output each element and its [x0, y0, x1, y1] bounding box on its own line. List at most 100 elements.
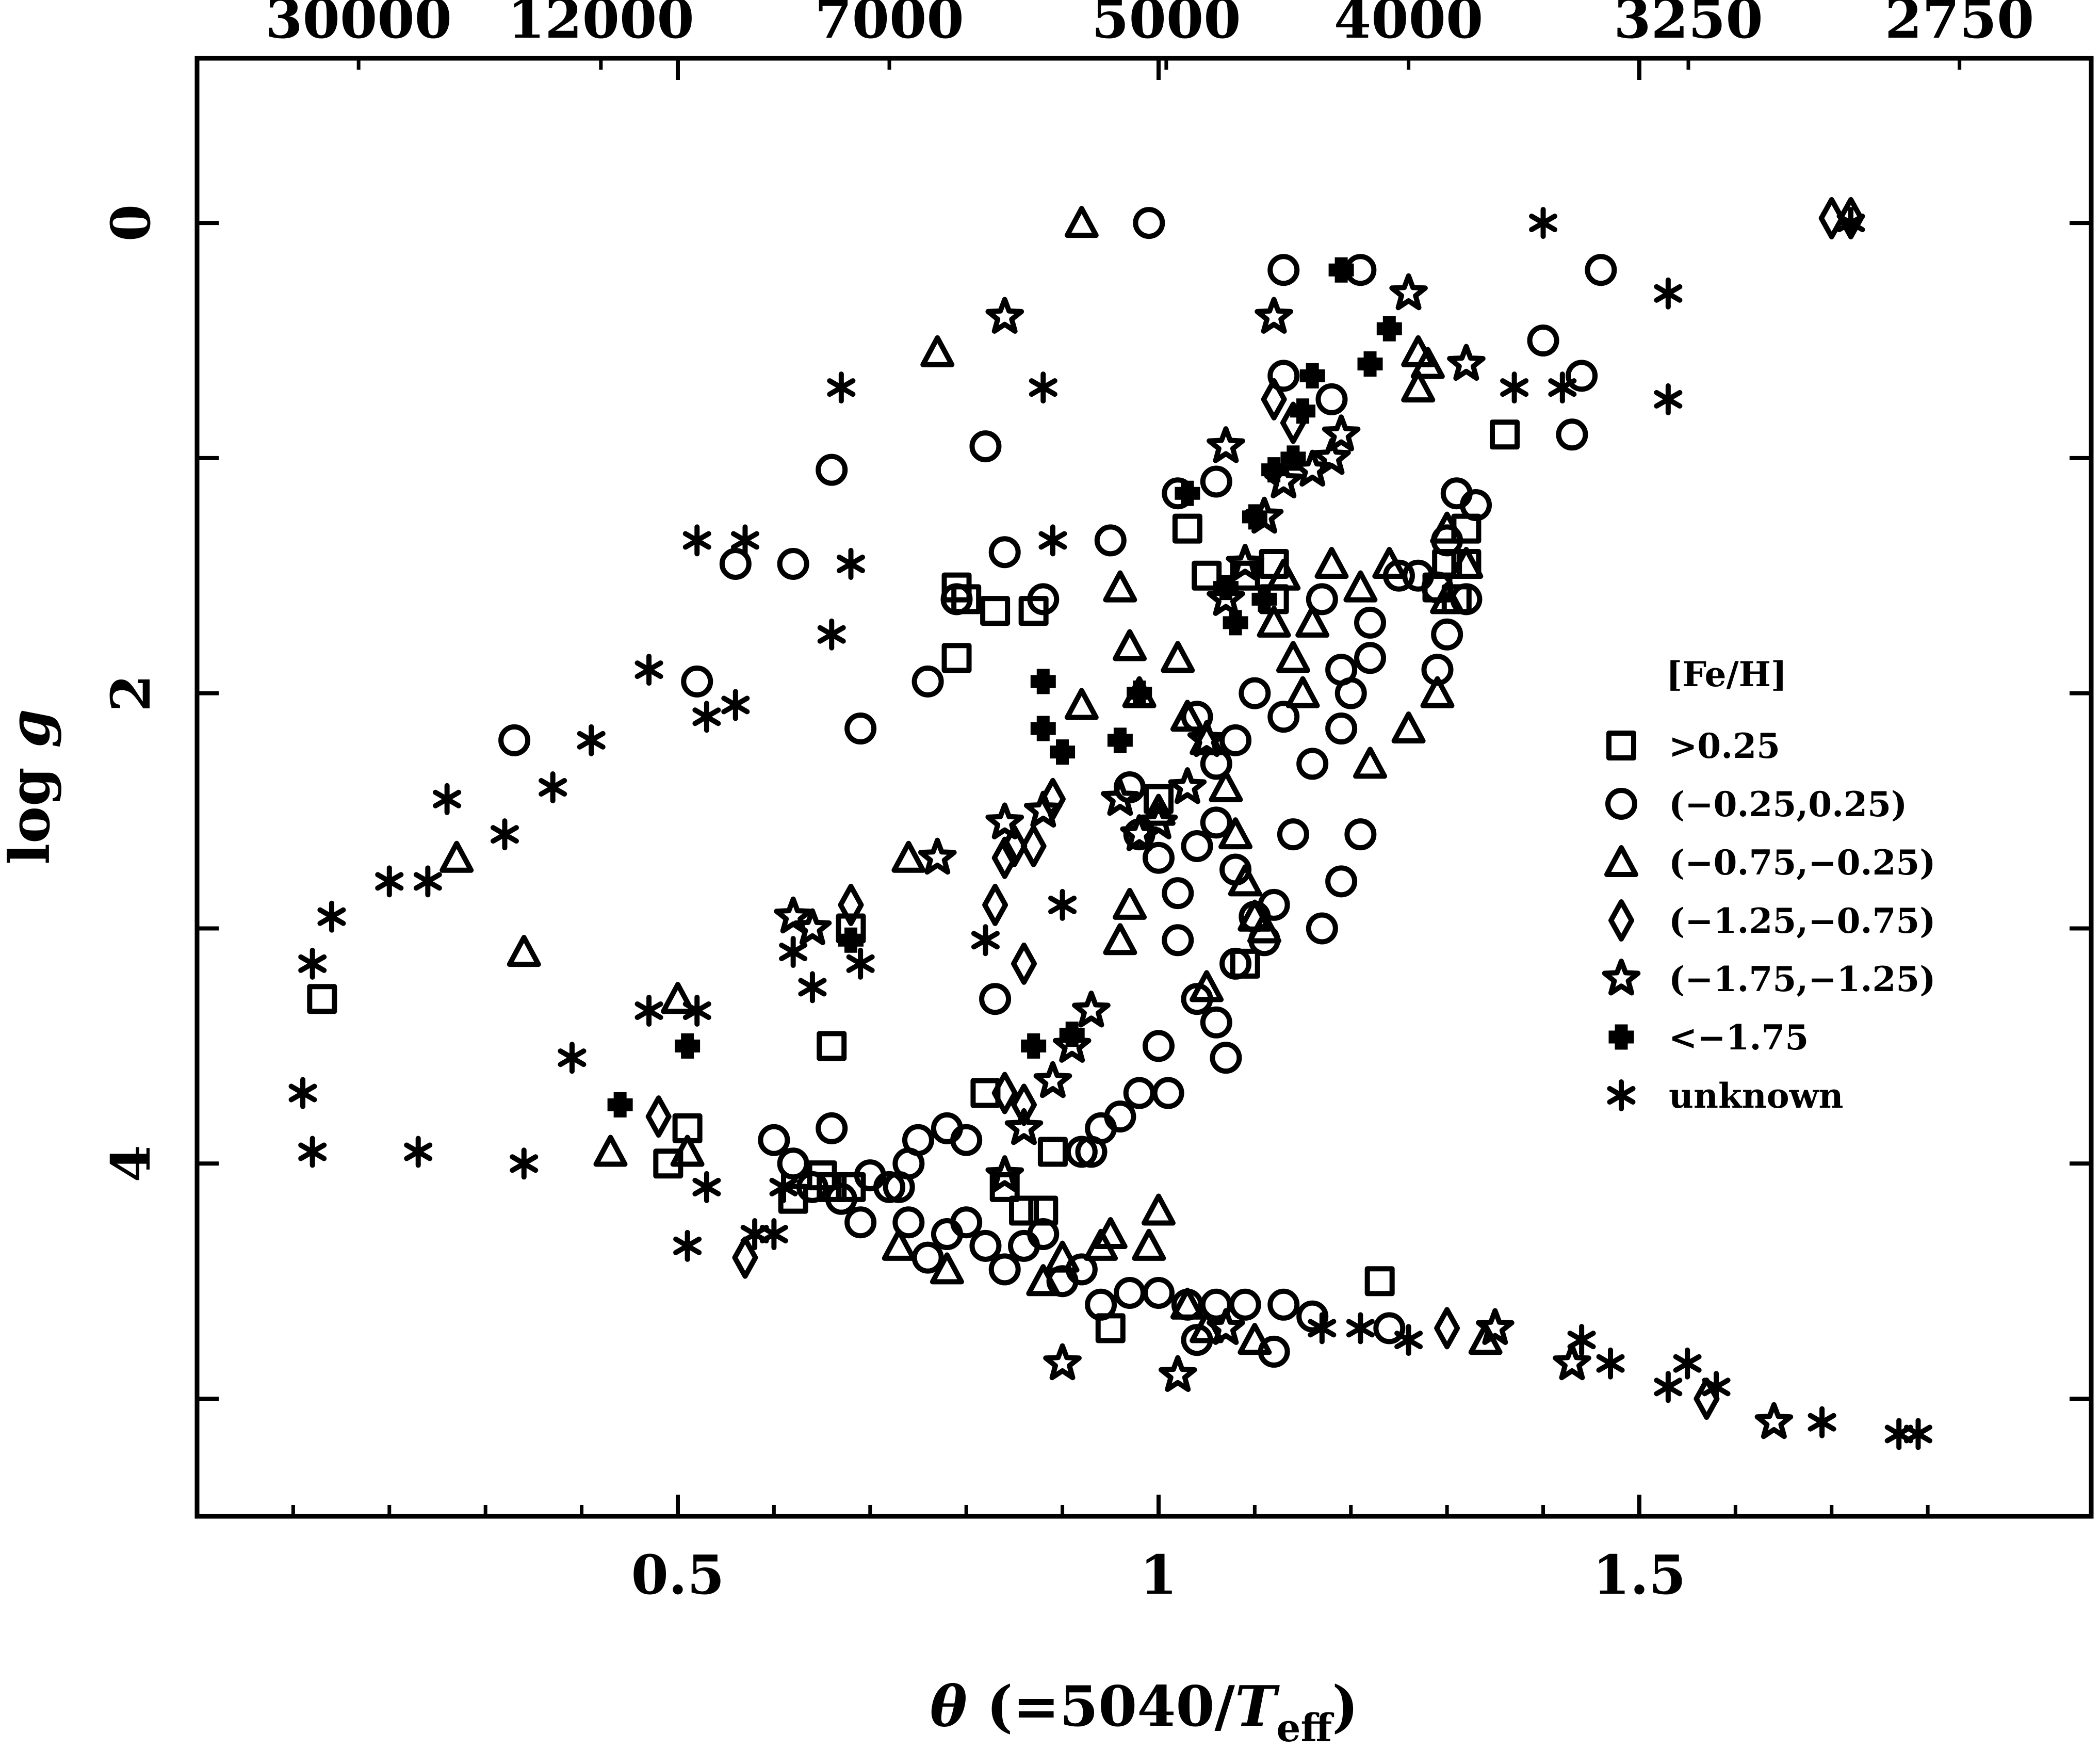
x-axis-label-close: ) [1332, 1674, 1358, 1739]
data-point-cross [1050, 739, 1076, 765]
data-point-square [1489, 419, 1520, 450]
data-point-star [1207, 1308, 1245, 1345]
data-point-circle [1123, 1077, 1155, 1109]
data-point-star [1101, 779, 1139, 816]
data-point-star [1043, 1343, 1082, 1381]
data-point-star [1476, 1308, 1515, 1345]
data-point-cross [1030, 716, 1056, 741]
data-point-star [1072, 991, 1111, 1028]
data-point-triangle [1401, 370, 1436, 403]
data-point-star [985, 802, 1024, 839]
top-axis-tick-label: 12000 [508, 0, 694, 51]
data-point-cross [675, 1033, 701, 1059]
data-point-asterisk [798, 971, 827, 1003]
data-point-diamond [1020, 824, 1047, 867]
data-point-triangle [1410, 347, 1445, 379]
legend-entry-label: (−0.75,−0.25) [1669, 843, 1936, 883]
data-point-asterisk [298, 1136, 327, 1168]
legend-symbol-asterisk [1607, 1079, 1636, 1111]
data-point-asterisk [1038, 524, 1067, 557]
data-point-triangle [1026, 1264, 1061, 1297]
legend-symbol-square [1606, 731, 1636, 760]
legend-symbol-cross [1608, 1024, 1634, 1050]
data-point-triangle [1449, 546, 1484, 579]
data-point-asterisk [759, 1218, 788, 1251]
data-point-asterisk [1903, 1418, 1933, 1450]
data-point-asterisk [1808, 1406, 1836, 1438]
legend-entry-label: (−1.75,−1.25) [1669, 959, 1936, 999]
data-point-square [989, 1172, 1020, 1202]
legend-symbol-star [1602, 959, 1641, 996]
top-axis-tick-label: 5000 [1092, 0, 1241, 51]
data-point-triangle [882, 1228, 916, 1261]
data-point-square [970, 1078, 1001, 1108]
data-point-circle [816, 1112, 848, 1144]
data-point-circle [883, 1171, 915, 1203]
data-point-circle [844, 1206, 877, 1239]
data-point-asterisk [413, 865, 442, 898]
data-point-triangle [1420, 676, 1455, 708]
data-point-asterisk [673, 1229, 702, 1262]
data-point-asterisk [1673, 1347, 1702, 1380]
data-point-circle [1460, 489, 1492, 522]
data-point-circle [1114, 1276, 1146, 1309]
data-point-star [1389, 273, 1428, 311]
data-point-circle [1267, 360, 1300, 392]
data-point-circle [988, 536, 1021, 569]
data-point-circle [1585, 254, 1617, 286]
data-point-star [1447, 344, 1486, 381]
data-point-circle [777, 1147, 809, 1180]
y-axis-label-g: g [0, 709, 62, 748]
data-point-asterisk [1548, 371, 1577, 404]
data-point-triangle [1190, 970, 1224, 1002]
data-point-asterisk [846, 947, 875, 980]
data-point-circle [911, 665, 944, 698]
data-point-asterisk [1529, 207, 1558, 239]
data-point-triangle [1430, 582, 1464, 614]
data-point-square [980, 596, 1011, 626]
data-point-triangle [1141, 1193, 1176, 1226]
top-axis-tick-label: 7000 [815, 0, 964, 51]
data-point-circle [1162, 924, 1194, 957]
data-point-star [1168, 767, 1207, 804]
data-point-circle [1267, 1288, 1300, 1321]
data-point-star [1322, 414, 1361, 451]
data-point-asterisk [510, 1147, 539, 1180]
data-point-triangle [1064, 688, 1099, 720]
data-point-triangle [1045, 1240, 1080, 1273]
data-point-asterisk [827, 371, 856, 404]
x-tick-label: 1.5 [1592, 1543, 1686, 1607]
data-point-triangle [1353, 747, 1388, 779]
y-axis-label: log g [0, 709, 62, 865]
data-point-asterisk [1029, 371, 1057, 404]
data-point-triangle [1113, 887, 1147, 920]
x-tick-label: 1 [1140, 1543, 1177, 1607]
data-point-diamond [982, 883, 1008, 926]
data-point-circle [873, 1171, 906, 1203]
data-points-layer [288, 197, 1933, 1450]
data-point-square [817, 1031, 847, 1061]
data-point-star [1033, 1061, 1072, 1098]
data-point-circle [1325, 712, 1358, 745]
data-point-asterisk [692, 1171, 721, 1203]
data-point-asterisk [1836, 207, 1865, 239]
data-point-triangle [670, 1135, 705, 1167]
y-axis-label-main: log [0, 748, 62, 865]
data-point-circle [1142, 841, 1175, 874]
data-point-diamond [1011, 1083, 1037, 1126]
data-point-circle [1277, 818, 1309, 851]
data-point-circle [758, 1124, 790, 1156]
data-point-asterisk [1702, 1371, 1731, 1403]
data-point-circle [1142, 1030, 1175, 1062]
data-point-circle [940, 583, 973, 616]
data-point-asterisk [1884, 1418, 1913, 1450]
data-point-circle [1219, 724, 1252, 756]
data-point-asterisk [721, 689, 750, 721]
data-point-circle [1354, 606, 1387, 639]
data-point-circle [1354, 642, 1387, 674]
data-point-circle [1239, 677, 1271, 709]
legend-title: [Fe/H] [1666, 654, 1787, 694]
data-point-triangle [507, 935, 541, 967]
y-tick-label: 0 [99, 204, 162, 241]
